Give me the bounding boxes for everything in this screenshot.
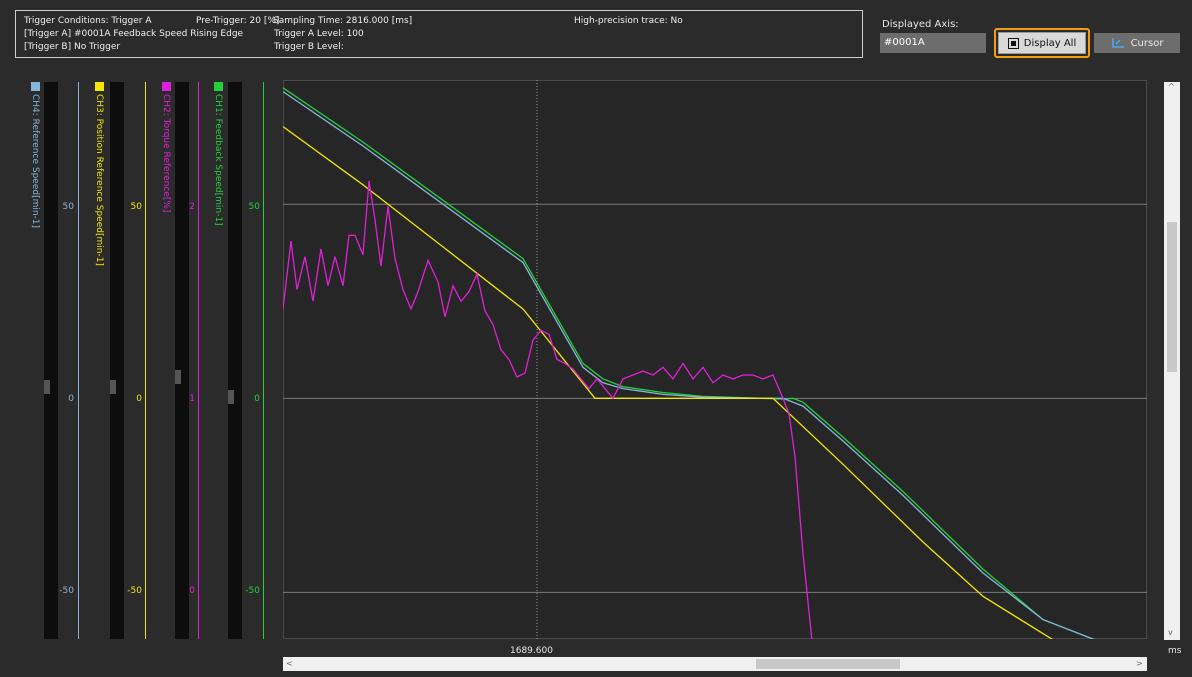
ch3-tick: 0 — [136, 394, 142, 404]
ch2-tick: 2 — [189, 202, 195, 212]
vertical-scrollbar[interactable]: ^ v — [1164, 82, 1180, 640]
ch2-tick: 1 — [189, 394, 195, 404]
horizontal-scrollbar[interactable]: < > — [283, 657, 1147, 671]
ch2-axis-scroll[interactable] — [175, 82, 189, 639]
settings-icon[interactable] — [213, 82, 223, 91]
high-precision-trace: High-precision trace: No — [574, 16, 683, 26]
ch1-axis-scroll[interactable] — [228, 82, 242, 639]
pre-trigger: Pre-Trigger: 20 [%] — [196, 16, 280, 26]
settings-icon[interactable] — [161, 82, 171, 91]
trigger-b-level: Trigger B Level: — [274, 42, 344, 52]
series-line-ch2 — [283, 180, 813, 639]
ch2-axis-title[interactable]: CH2: Torque Reference[%] — [161, 82, 171, 212]
cursor-button[interactable]: Cursor — [1094, 33, 1180, 53]
ch3-axis-title[interactable]: CH3: Position Reference Speed[min-1] — [94, 82, 104, 266]
ch1-tick: -50 — [245, 586, 260, 596]
trigger-a-level: Trigger A Level: 100 — [274, 29, 364, 39]
cursor-icon — [1111, 38, 1124, 48]
ch4-axis-scroll[interactable] — [44, 82, 58, 639]
trigger-a-desc: [Trigger A] #0001A Feedback Speed Rising… — [24, 29, 244, 39]
displayed-axis-field[interactable]: #0001A — [880, 33, 986, 53]
trace-plot-canvas[interactable] — [283, 80, 1147, 639]
series-line-ch4 — [283, 91, 1095, 639]
ch1-axis-line — [263, 82, 264, 639]
ch1-tick: 50 — [248, 202, 260, 212]
ch3-axis-scroll[interactable] — [110, 82, 124, 639]
chevron-right-icon[interactable]: > — [1136, 659, 1143, 668]
chevron-up-icon[interactable]: ^ — [1168, 82, 1175, 91]
fit-view-icon — [1007, 37, 1019, 49]
series-line-ch1 — [283, 87, 1095, 639]
ch4-tick: 50 — [62, 202, 74, 212]
ch3-axis-line — [145, 82, 146, 639]
chevron-down-icon[interactable]: v — [1168, 628, 1173, 637]
trace-info-panel: Trigger Conditions: Trigger A [Trigger A… — [15, 10, 863, 58]
trigger-conditions: Trigger Conditions: Trigger A — [24, 16, 152, 26]
display-all-label: Display All — [1023, 37, 1077, 49]
display-all-button[interactable]: Display All — [994, 28, 1090, 58]
cursor-label: Cursor — [1130, 37, 1164, 49]
trigger-b-desc: [Trigger B] No Trigger — [24, 42, 121, 52]
ch4-axis-line — [78, 82, 79, 639]
vertical-scroll-thumb[interactable] — [1167, 222, 1177, 372]
displayed-axis-label: Displayed Axis: — [882, 19, 959, 30]
settings-icon[interactable] — [30, 82, 40, 91]
series-line-ch3 — [283, 126, 1053, 639]
horizontal-scroll-thumb[interactable] — [756, 659, 900, 669]
ch4-axis-title[interactable]: CH4: Reference Speed[min-1] — [30, 82, 40, 228]
x-axis-tick: 1689.600 — [510, 646, 553, 656]
ch4-tick: -50 — [59, 586, 74, 596]
ch2-axis-line — [198, 82, 199, 639]
settings-icon[interactable] — [94, 82, 104, 91]
ch1-tick: 0 — [254, 394, 260, 404]
ch1-axis-title[interactable]: CH1: Feedback Speed[min-1] — [213, 82, 223, 226]
sampling-time: Sampling Time: 2816.000 [ms] — [273, 16, 413, 26]
x-axis-unit: ms — [1168, 646, 1182, 656]
ch2-tick: 0 — [189, 586, 195, 596]
trace-plot[interactable] — [283, 80, 1147, 639]
ch4-tick: 0 — [68, 394, 74, 404]
ch3-tick: 50 — [130, 202, 142, 212]
ch3-tick: -50 — [127, 586, 142, 596]
chevron-left-icon[interactable]: < — [286, 659, 293, 668]
